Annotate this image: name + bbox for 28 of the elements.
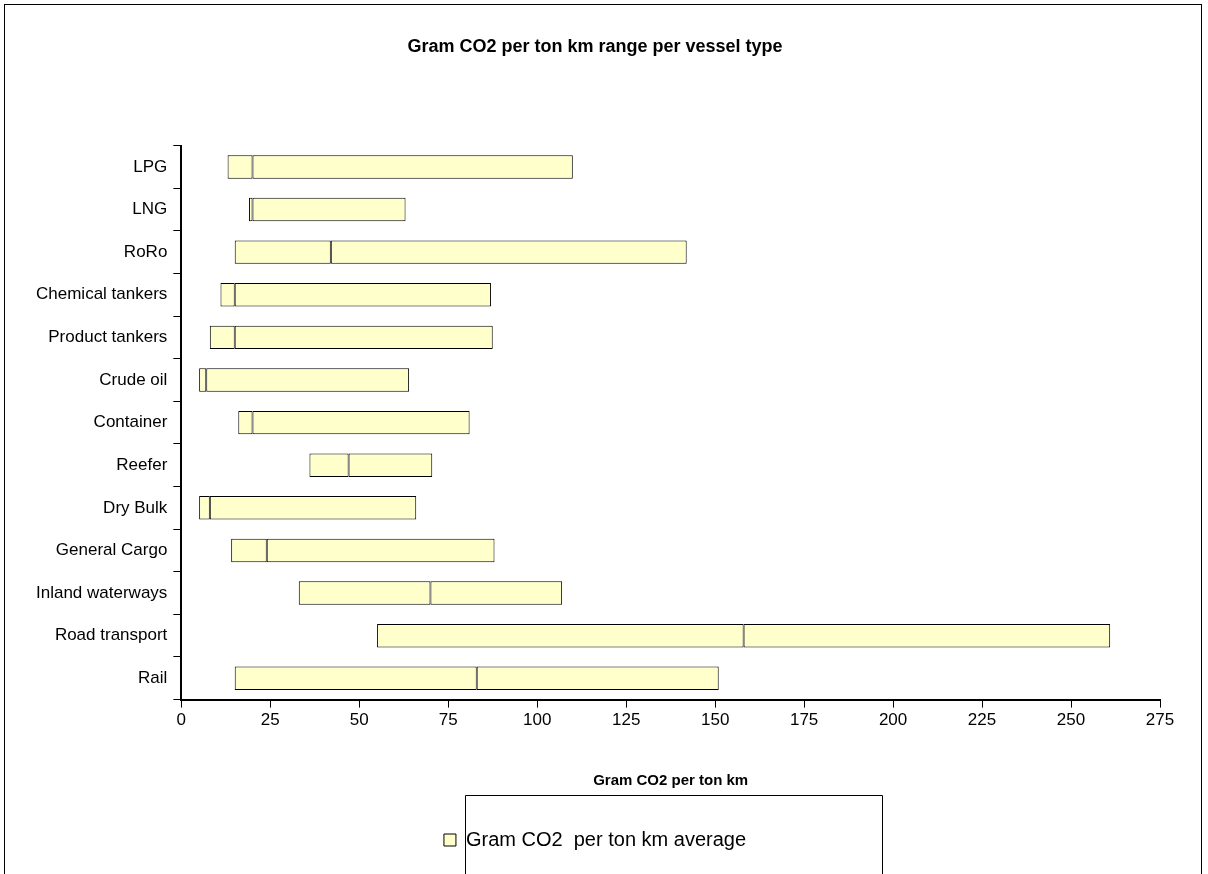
legend-label: Gram CO2 per ton km average bbox=[465, 827, 747, 850]
y-tick-label: Container bbox=[93, 412, 168, 432]
x-tick-label: 100 bbox=[523, 710, 552, 730]
x-tick-label: 25 bbox=[260, 710, 280, 730]
x-tick-label: 275 bbox=[1145, 710, 1175, 730]
y-tick-label: Road transport bbox=[54, 625, 168, 645]
y-tick-label: Product tankers bbox=[48, 327, 168, 347]
x-tick-label: 0 bbox=[176, 710, 187, 730]
x-tick-label: 175 bbox=[789, 710, 819, 730]
y-tick-label: General Cargo bbox=[55, 540, 168, 560]
y-tick-label: Rail bbox=[138, 667, 168, 687]
y-tick-label: RoRo bbox=[123, 241, 168, 261]
y-tick-label: Dry Bulk bbox=[103, 497, 168, 517]
x-axis-title: Gram CO2 per ton km bbox=[593, 771, 749, 789]
x-tick-label: 250 bbox=[1056, 710, 1086, 730]
chart-title: Gram CO2 per ton km range per vessel type bbox=[407, 35, 783, 56]
x-tick-label: 75 bbox=[438, 710, 458, 730]
x-tick-label: 225 bbox=[967, 710, 997, 730]
x-tick-label: 50 bbox=[349, 710, 369, 730]
x-tick-label: 150 bbox=[700, 710, 730, 730]
y-tick-label: Crude oil bbox=[99, 369, 168, 389]
y-tick-label: LPG bbox=[133, 156, 168, 176]
y-tick-label: LNG bbox=[132, 199, 168, 219]
y-tick-label: Reefer bbox=[116, 454, 168, 474]
y-tick-label: Inland waterways bbox=[36, 582, 168, 602]
y-tick-label: Chemical tankers bbox=[36, 284, 168, 304]
x-tick-label: 200 bbox=[878, 710, 908, 730]
x-tick-label: 125 bbox=[612, 710, 641, 730]
